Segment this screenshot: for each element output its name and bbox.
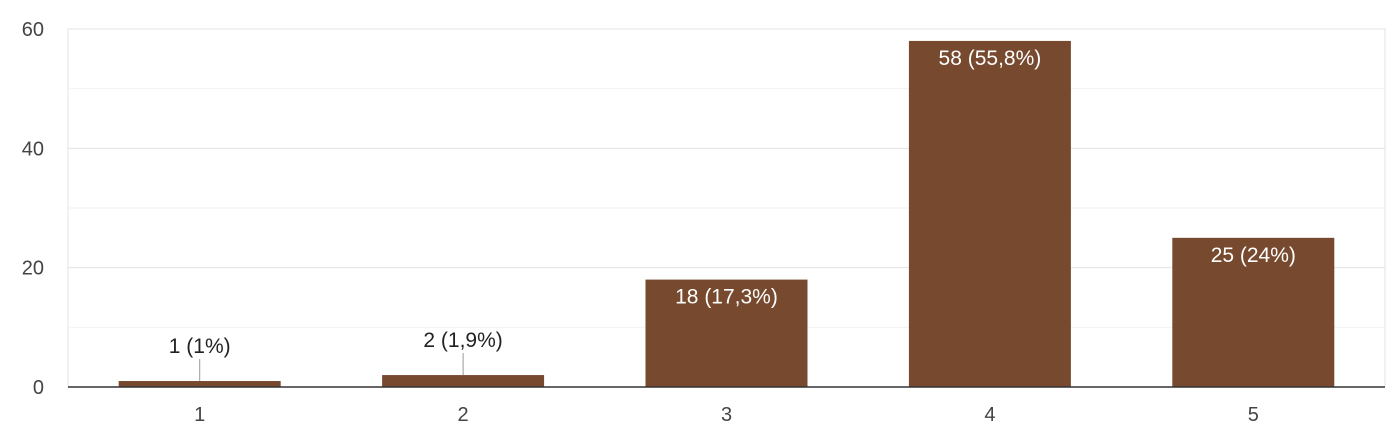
y-tick-label: 40 <box>22 138 44 160</box>
data-label: 25 (24%) <box>1211 244 1296 267</box>
y-tick-label: 0 <box>33 377 44 399</box>
bar-4 <box>908 40 1071 387</box>
y-tick-label: 60 <box>22 19 44 41</box>
data-label: 1 (1%) <box>169 335 231 358</box>
x-tick-label: 3 <box>721 404 732 426</box>
x-tick-label: 2 <box>458 404 469 426</box>
x-tick-label: 5 <box>1248 404 1259 426</box>
y-tick-label: 20 <box>22 258 44 280</box>
bars <box>118 40 1335 387</box>
data-label: 58 (55,8%) <box>939 47 1042 70</box>
data-label: 2 (1,9%) <box>423 329 502 352</box>
data-label: 18 (17,3%) <box>675 286 778 309</box>
y-axis-ticks: 0 20 40 60 <box>22 19 44 399</box>
bar-1 <box>118 381 281 387</box>
data-labels: 1 (1%) 2 (1,9%) 18 (17,3%) 58 (55,8%) 25 (24… <box>169 47 1296 382</box>
x-tick-label: 4 <box>984 404 995 426</box>
x-tick-label: 1 <box>194 404 205 426</box>
bar-5 <box>1172 237 1335 387</box>
bar-2 <box>382 375 545 387</box>
bar-3 <box>645 279 808 387</box>
x-axis-ticks: 1 2 3 4 5 <box>194 404 1259 426</box>
